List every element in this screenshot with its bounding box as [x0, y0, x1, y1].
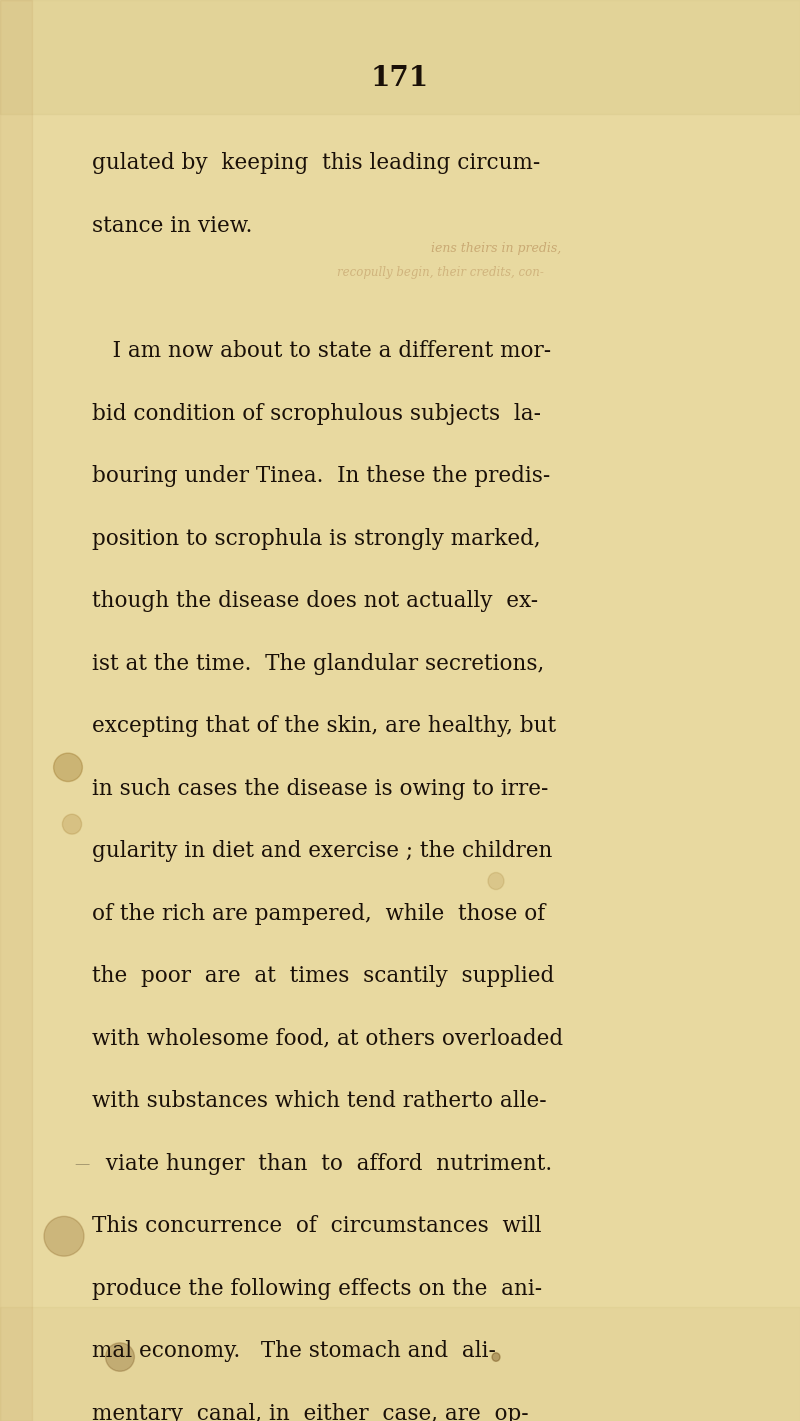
- Ellipse shape: [106, 1343, 134, 1371]
- Bar: [0, 1307, 800, 1421]
- Bar: [0, 0, 800, 114]
- Ellipse shape: [62, 814, 82, 834]
- Text: in such cases the disease is owing to irre-: in such cases the disease is owing to ir…: [92, 777, 548, 800]
- Text: produce the following effects on the  ani-: produce the following effects on the ani…: [92, 1277, 542, 1300]
- Ellipse shape: [488, 872, 504, 890]
- Text: bid condition of scrophulous subjects  la-: bid condition of scrophulous subjects la…: [92, 402, 541, 425]
- Text: with substances which tend ratherto alle-: with substances which tend ratherto alle…: [92, 1090, 546, 1113]
- Text: stance in view.: stance in view.: [92, 215, 252, 237]
- Text: gulated by  keeping  this leading circum-: gulated by keeping this leading circum-: [92, 152, 540, 175]
- Text: the  poor  are  at  times  scantily  supplied: the poor are at times scantily supplied: [92, 965, 554, 988]
- Text: mentary  canal, in  either  case, are  op-: mentary canal, in either case, are op-: [92, 1403, 529, 1421]
- Text: though the disease does not actually  ex-: though the disease does not actually ex-: [92, 590, 538, 612]
- Text: gularity in diet and exercise ; the children: gularity in diet and exercise ; the chil…: [92, 840, 552, 863]
- Text: —: —: [74, 1157, 90, 1171]
- Ellipse shape: [44, 1216, 84, 1256]
- Text: iens theirs in predis,: iens theirs in predis,: [431, 242, 561, 256]
- Text: mal economy.   The stomach and  ali-: mal economy. The stomach and ali-: [92, 1340, 496, 1363]
- Text: 171: 171: [371, 64, 429, 92]
- Ellipse shape: [54, 753, 82, 782]
- Text: bouring under Tinea.  In these the predis-: bouring under Tinea. In these the predis…: [92, 465, 550, 487]
- Bar: [0, 0, 32, 1421]
- Text: excepting that of the skin, are healthy, but: excepting that of the skin, are healthy,…: [92, 715, 556, 737]
- Text: with wholesome food, at others overloaded: with wholesome food, at others overloade…: [92, 1027, 563, 1050]
- Text: viate hunger  than  to  afford  nutriment.: viate hunger than to afford nutriment.: [92, 1152, 552, 1175]
- Text: of the rich are pampered,  while  those of: of the rich are pampered, while those of: [92, 902, 546, 925]
- Text: ist at the time.  The glandular secretions,: ist at the time. The glandular secretion…: [92, 652, 544, 675]
- Ellipse shape: [492, 1353, 500, 1361]
- Text: position to scrophula is strongly marked,: position to scrophula is strongly marked…: [92, 527, 541, 550]
- Text: I am now about to state a different mor-: I am now about to state a different mor-: [92, 340, 551, 362]
- Text: recopully begin, their credits, con-: recopully begin, their credits, con-: [337, 266, 543, 280]
- Text: This concurrence  of  circumstances  will: This concurrence of circumstances will: [92, 1215, 542, 1238]
